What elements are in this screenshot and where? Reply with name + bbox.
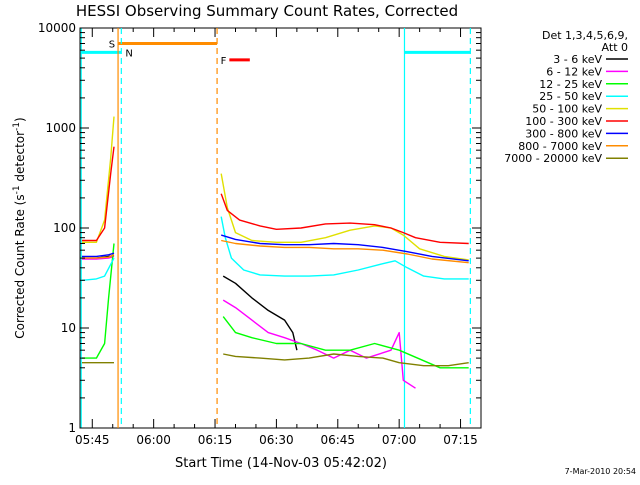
series-line-12-25 — [222, 316, 469, 369]
x-tick-label: 07:00 — [382, 433, 417, 447]
series-line-800-7000 — [82, 254, 115, 259]
y-tick-label: 1 — [68, 421, 76, 435]
x-tick-label: 06:30 — [259, 433, 294, 447]
series-line-25-50 — [220, 216, 469, 280]
legend-label-300-800: 300 - 800 keV — [525, 127, 602, 140]
series-layer — [81, 116, 469, 389]
legend-label-100-300: 100 - 300 keV — [525, 115, 602, 128]
y-tick-label: 100 — [53, 221, 76, 235]
legend-label-7000-20000: 7000 - 20000 keV — [504, 152, 602, 165]
x-tick-label: 05:45 — [75, 433, 110, 447]
series-line-300-800 — [220, 234, 469, 262]
series-line-12-25 — [82, 243, 115, 359]
legend-label-3-6: 3 - 6 keV — [553, 53, 602, 66]
legend-header-attenuator: Att 0 — [602, 41, 628, 54]
legend-label-25-50: 25 - 50 keV — [539, 90, 602, 103]
night-flag-label: N — [125, 48, 132, 59]
saa-flag-label: S — [109, 39, 115, 50]
flag-bars: SN F — [80, 28, 471, 428]
date-stamp: 7-Mar-2010 20:54 — [565, 467, 636, 476]
chart-title: HESSI Observing Summary Count Rates, Cor… — [76, 2, 458, 20]
y-axis: 1 10 100 1000 10000 — [38, 21, 481, 435]
series-line-300-800 — [82, 252, 115, 258]
series-line-6-12 — [82, 255, 115, 260]
series-line-6-12 — [222, 299, 416, 389]
y-tick-label: 1000 — [45, 121, 76, 135]
x-tick-label: 06:45 — [320, 433, 355, 447]
series-line-100-300 — [82, 146, 115, 242]
series-line-100-300 — [220, 193, 469, 245]
x-tick-label: 07:15 — [443, 433, 478, 447]
y-axis-label: Corrected Count Rate (s-1 detector-1) — [12, 117, 27, 338]
flare-flag-label: F — [221, 56, 227, 67]
x-tick-label: 06:00 — [136, 433, 171, 447]
series-line-50-100 — [82, 116, 115, 244]
y-tick-label: 10 — [61, 321, 76, 335]
series-line-25-50 — [81, 257, 115, 281]
series-line-7000-20000 — [223, 353, 469, 367]
legend-label-800-7000: 800 - 7000 keV — [518, 140, 602, 153]
legend-label-12-25: 12 - 25 keV — [539, 78, 602, 91]
series-line-800-7000 — [221, 239, 469, 264]
y-tick-label: 10000 — [38, 21, 76, 35]
x-axis-label: Start Time (14-Nov-03 05:42:02) — [175, 456, 387, 471]
series-line-3-6 — [222, 275, 298, 351]
legend-label-6-12: 6 - 12 keV — [546, 65, 602, 78]
x-axis: 05:45 06:00 06:15 06:30 06:45 07:00 07:15 — [75, 28, 482, 447]
legend-header-detectors: Det 1,3,4,5,6,9, — [542, 29, 628, 42]
series-line-50-100 — [220, 173, 469, 261]
legend-label-50-100: 50 - 100 keV — [532, 103, 602, 116]
x-tick-label: 06:15 — [198, 433, 233, 447]
